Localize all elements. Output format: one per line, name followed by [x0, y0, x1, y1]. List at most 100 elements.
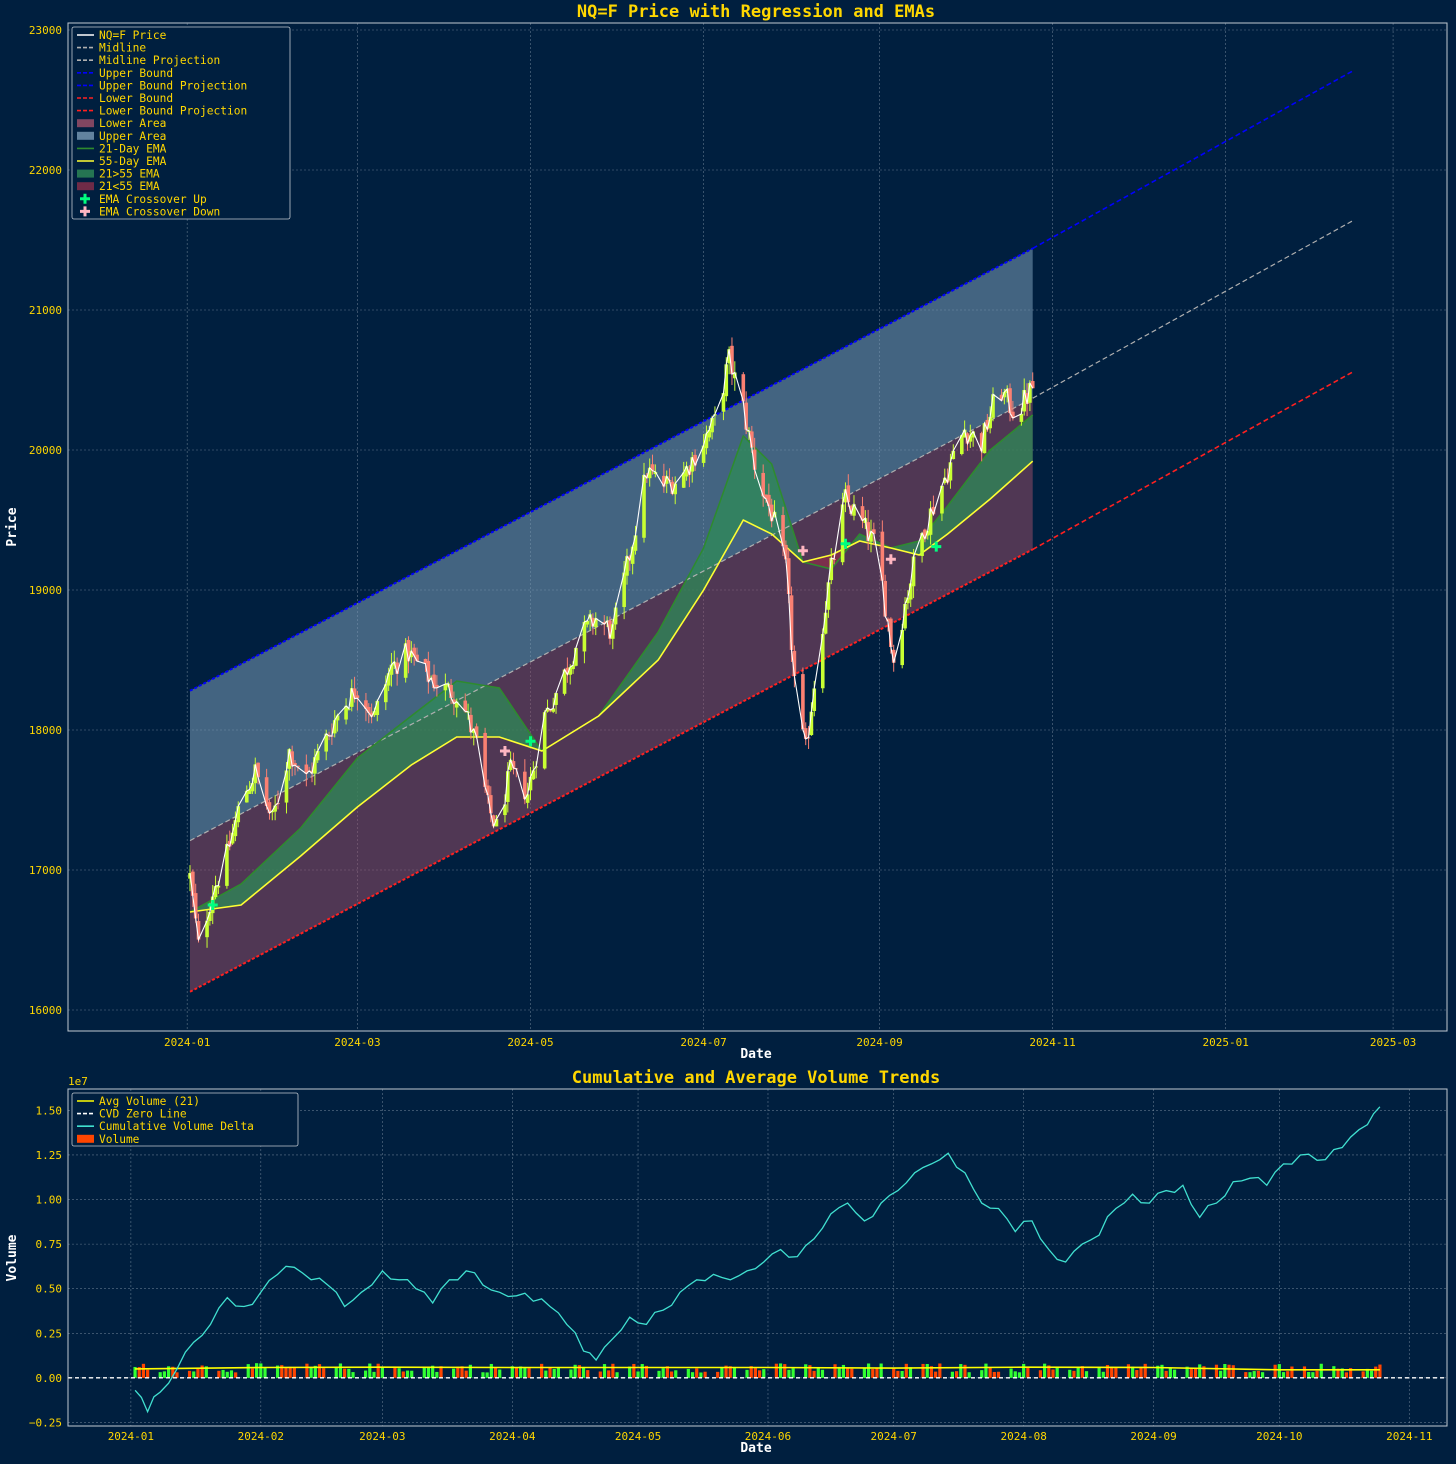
- volume-bar: [250, 1368, 255, 1378]
- ema-down-fill: [803, 540, 855, 569]
- volume-bar: [435, 1371, 439, 1378]
- volume-bar: [950, 1371, 955, 1378]
- volume-bar: [162, 1371, 167, 1378]
- candle-body: [463, 700, 468, 712]
- volume-bar: [519, 1366, 523, 1378]
- volume-tick-labels: 2024-01 2024-02 2024-03 2024-04 2024-05 2024-…: [29, 1104, 1433, 1443]
- volume-bar: [1022, 1363, 1026, 1378]
- volume-bar: [1084, 1371, 1089, 1378]
- volume-bar: [200, 1365, 204, 1378]
- price-chart-title: NQ=F Price with Regression and EMAs: [577, 2, 935, 22]
- candle-body: [942, 477, 947, 483]
- volume-bar: [380, 1367, 384, 1378]
- y-tick-label: 1.00: [36, 1194, 63, 1207]
- volume-bar: [1340, 1368, 1344, 1378]
- volume-bar: [787, 1369, 791, 1378]
- candle-body: [710, 417, 714, 433]
- volume-bar: [699, 1372, 703, 1378]
- candle-body: [991, 394, 995, 418]
- volume-bar: [1172, 1369, 1177, 1378]
- volume-bar: [778, 1363, 783, 1378]
- candle-body: [528, 776, 533, 791]
- candle-body: [772, 511, 777, 518]
- candle-body: [264, 777, 269, 806]
- volume-bar: [133, 1366, 137, 1378]
- candle-body: [968, 435, 973, 442]
- volume-bar: [1256, 1370, 1260, 1378]
- volume-bar: [192, 1371, 196, 1378]
- legend-label: Midline Projection: [99, 54, 220, 67]
- y-tick-label: 1.25: [36, 1149, 63, 1162]
- legend-label: NQ=F Price: [99, 29, 167, 42]
- upper-bound-line: [189, 247, 1034, 692]
- candle-body: [752, 449, 757, 470]
- candle-body: [880, 531, 885, 581]
- candle-body: [230, 832, 235, 844]
- volume-bar: [1252, 1371, 1256, 1378]
- legend-label: Upper Bound Projection: [99, 79, 247, 92]
- candle-body: [591, 617, 595, 627]
- ema21-line: [189, 414, 1034, 913]
- volume-bar: [607, 1370, 611, 1378]
- volume-bar: [305, 1363, 309, 1378]
- candle-body: [764, 494, 768, 500]
- volume-bar: [602, 1364, 607, 1378]
- legend-label: Lower Bound: [99, 92, 173, 105]
- candle-body: [287, 749, 292, 769]
- candle-body: [1019, 413, 1024, 422]
- price-x-axis-label: Date: [740, 1047, 771, 1062]
- legend-swatch: [77, 182, 94, 191]
- volume-bar: [929, 1366, 934, 1378]
- legend-label: Lower Area: [99, 117, 166, 130]
- ema-up-fill: [190, 438, 804, 912]
- volume-bar: [1193, 1368, 1198, 1378]
- candle-body: [866, 522, 870, 541]
- volume-bar: [1043, 1363, 1047, 1378]
- legend-swatch: [77, 119, 94, 128]
- candle-body: [812, 688, 817, 712]
- candle-body: [633, 535, 638, 551]
- candle-body: [662, 475, 666, 487]
- volume-bar: [753, 1368, 758, 1378]
- volume-bar: [540, 1363, 544, 1378]
- volume-bar: [225, 1371, 229, 1378]
- crossover-down-marker: [797, 545, 808, 556]
- candle-body: [273, 805, 277, 812]
- candle-body: [923, 529, 927, 539]
- candle-body: [531, 770, 536, 780]
- price-line: [189, 349, 1034, 942]
- candle-body: [208, 911, 212, 921]
- volume-bar: [636, 1371, 640, 1378]
- legend-label: EMA Crossover Down: [99, 205, 220, 218]
- volume-bar: [1244, 1372, 1248, 1378]
- volume-chart: Cumulative and Average Volume Trends 202…: [5, 1068, 1448, 1456]
- candle-body: [951, 450, 956, 460]
- volume-bar: [1009, 1368, 1013, 1378]
- volume-bar: [900, 1370, 904, 1378]
- volume-bar: [816, 1368, 820, 1378]
- candle-body: [443, 684, 448, 691]
- candle-body: [233, 820, 238, 837]
- volume-bar: [221, 1369, 225, 1378]
- volume-bar: [841, 1364, 846, 1378]
- volume-bar: [644, 1365, 649, 1378]
- candle-body: [704, 433, 709, 449]
- volume-bar: [284, 1367, 288, 1378]
- candle-body: [948, 462, 953, 481]
- candle-body: [423, 658, 428, 664]
- volume-bar: [837, 1366, 841, 1378]
- candle-body: [483, 732, 487, 787]
- candle-body: [1025, 392, 1029, 404]
- y-tick-label: 1.50: [36, 1104, 63, 1117]
- y-tick-label: 0.25: [36, 1327, 63, 1340]
- legend-label: Cumulative Volume Delta: [99, 1120, 254, 1133]
- x-tick-label: 2024-07: [680, 1036, 726, 1049]
- candle-body: [849, 505, 853, 514]
- volume-bar: [1202, 1366, 1206, 1378]
- volume-bar: [938, 1363, 942, 1378]
- candle-body: [707, 429, 712, 438]
- candle-body: [364, 700, 368, 709]
- volume-bar: [1080, 1366, 1084, 1378]
- candle-body: [293, 763, 297, 766]
